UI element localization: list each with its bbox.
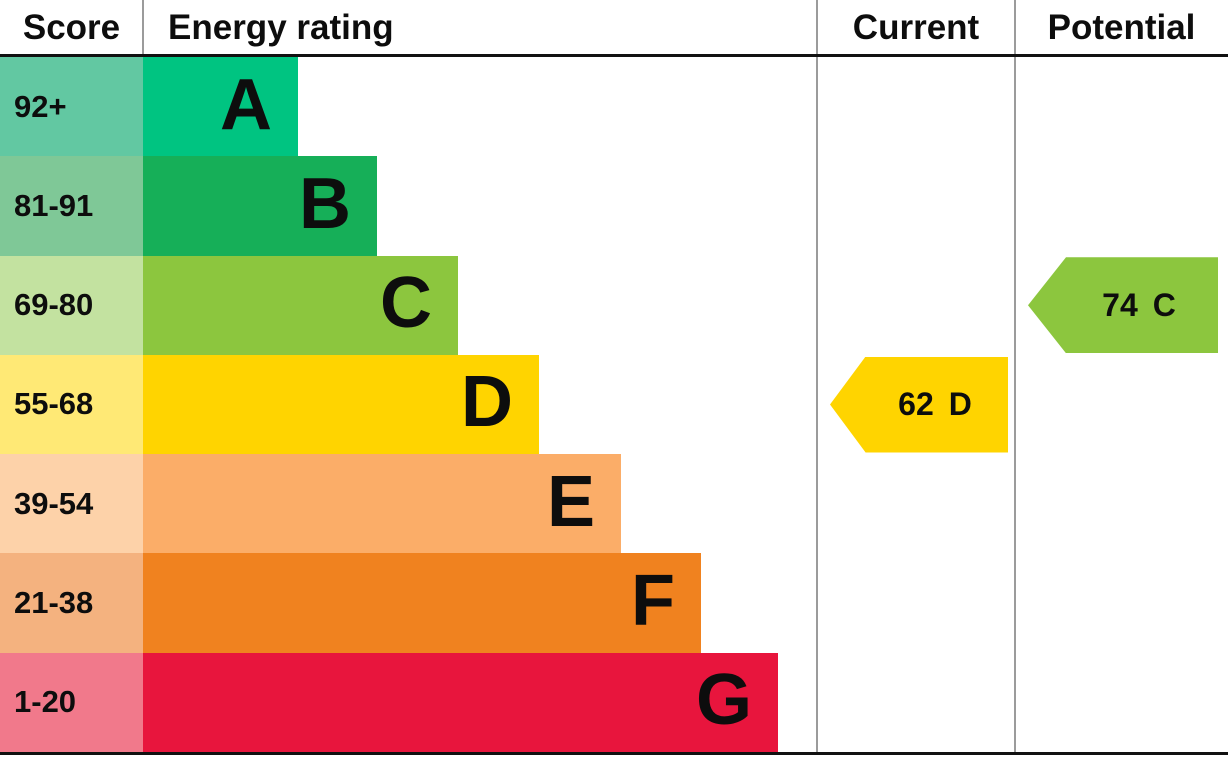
energy-rating-column-header: Energy rating (168, 8, 394, 47)
rating-bar: C (143, 255, 458, 355)
score-label: 21-38 (14, 585, 94, 621)
score-label: 39-54 (14, 485, 94, 521)
score-cell: 55-68 (0, 354, 143, 455)
rating-letter: D (461, 362, 513, 443)
rating-bar: E (143, 454, 621, 554)
rating-bar: G (143, 652, 778, 752)
score-cell: 1-20 (0, 652, 143, 752)
rating-bar: B (143, 156, 377, 256)
score-label: 81-91 (14, 187, 94, 223)
rating-row: 55-68 D (0, 354, 818, 455)
current-column-header: Current (852, 8, 980, 47)
score-cell: 21-38 (0, 553, 143, 653)
rating-bar: D (143, 354, 539, 455)
rating-bar: A (143, 57, 298, 157)
rating-letter: A (220, 64, 272, 145)
rating-row: 69-80 C (0, 255, 818, 355)
score-cell: 39-54 (0, 454, 143, 554)
rating-letter: E (546, 461, 595, 542)
score-label: 69-80 (14, 287, 94, 323)
potential-rating-value: 74 (1102, 286, 1138, 323)
rating-letter: F (631, 561, 675, 642)
score-column-header: Score (22, 8, 121, 47)
rating-letter: G (695, 660, 752, 741)
rating-row: 81-91 B (0, 156, 818, 256)
rating-row: 21-38 F (0, 553, 818, 653)
score-cell: 81-91 (0, 156, 143, 256)
bottom-rule-line (0, 752, 1228, 755)
rating-row: 1-20 G (0, 652, 818, 752)
current-rating-letter: D (948, 386, 972, 422)
rating-letter: C (380, 263, 432, 344)
potential-column-header: Potential (1047, 8, 1196, 47)
current-column-divider (816, 0, 818, 755)
score-label: 92+ (14, 88, 67, 124)
potential-rating-arrow: 74 C (1028, 257, 1218, 354)
potential-column-divider (1014, 0, 1016, 755)
rating-rows: 92+ A 81-91 B 69-80 C 55-68 D (0, 57, 818, 752)
header-rule-line (0, 54, 1228, 57)
rating-bar: F (143, 553, 701, 653)
score-label: 55-68 (14, 386, 94, 422)
score-label: 1-20 (14, 684, 77, 720)
score-cell: 92+ (0, 57, 143, 157)
rating-row: 92+ A (0, 57, 818, 157)
potential-rating-letter: C (1152, 286, 1176, 323)
current-rating-value: 62 (898, 386, 934, 422)
rating-row: 39-54 E (0, 454, 818, 554)
current-rating-arrow: 62 D (830, 356, 1008, 453)
chart-header: Score Energy rating Current Potential (0, 0, 1228, 54)
rating-letter: B (299, 163, 351, 244)
score-cell: 69-80 (0, 255, 143, 355)
